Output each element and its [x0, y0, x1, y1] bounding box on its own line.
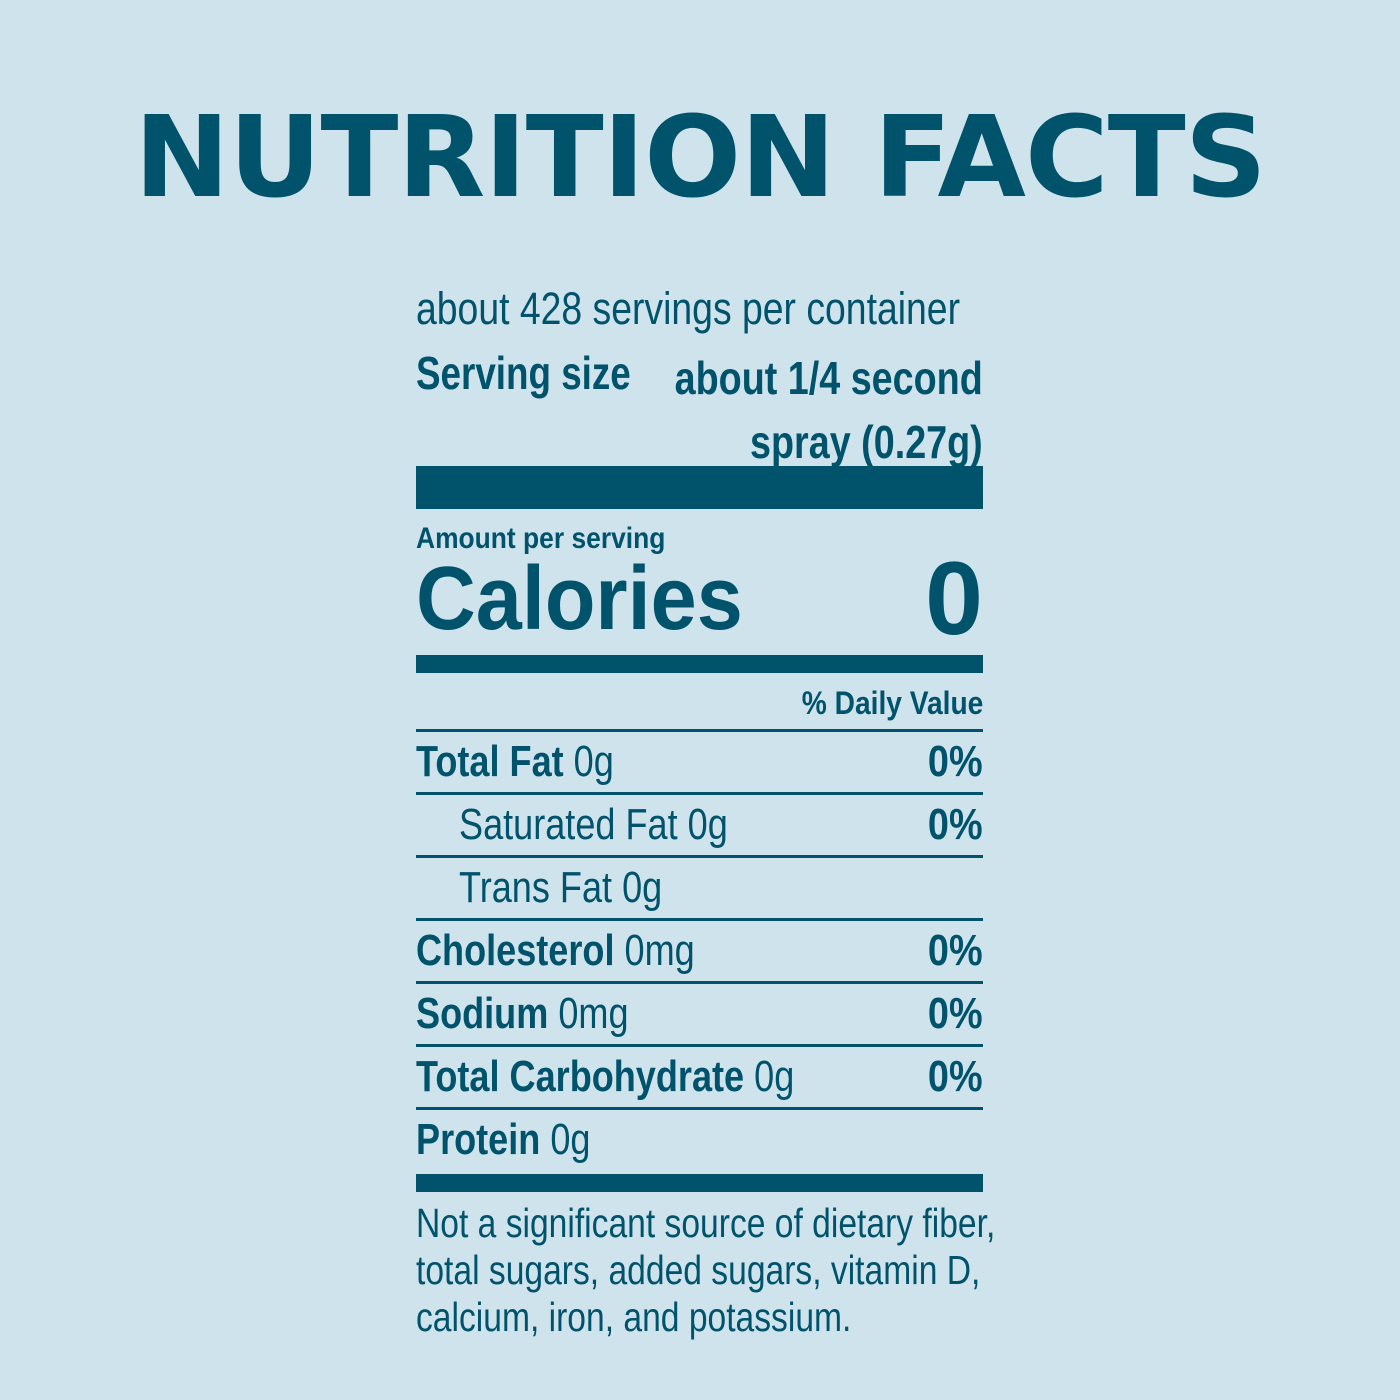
nutrient-amount: 0g — [622, 863, 663, 912]
nutrient-dv: 0% — [928, 800, 983, 849]
serving-size-value: about 1/4 second spray (0.27g) — [674, 352, 983, 468]
medium-divider — [416, 655, 983, 673]
nutrient-amount: 0mg — [558, 989, 629, 1038]
nutrient-amount: 0g — [754, 1052, 795, 1101]
nutrient-amount: 0mg — [624, 926, 695, 975]
nutrient-dv: 0% — [928, 737, 983, 786]
thick-divider — [416, 466, 983, 509]
nutrient-name: Protein — [416, 1115, 541, 1164]
nutrient-row-total-fat: Total Fat 0g 0% — [416, 732, 983, 795]
nutrient-row-total-carbohydrate: Total Carbohydrate 0g 0% — [416, 1047, 983, 1110]
nutrient-amount: 0g — [550, 1115, 591, 1164]
nutrient-dv: 0% — [928, 926, 983, 975]
nutrient-name: Sodium — [416, 989, 549, 1038]
nutrient-name: Trans Fat — [459, 863, 613, 912]
daily-value-header: % Daily Value — [416, 673, 983, 732]
page-title: NUTRITION FACTS — [134, 93, 1267, 223]
calories-row: Calories 0 — [416, 547, 983, 651]
nutrient-row-protein: Protein 0g — [416, 1110, 983, 1170]
amount-per-serving: Amount per serving — [416, 522, 666, 555]
nutrient-amount: 0g — [687, 800, 728, 849]
footnote-line: calcium, iron, and potassium. — [416, 1294, 852, 1340]
nutrient-row-cholesterol: Cholesterol 0mg 0% — [416, 921, 983, 984]
footnote-line: total sugars, added sugars, vitamin D, — [416, 1247, 981, 1293]
nutrition-facts-panel: about 428 servings per container Serving… — [416, 280, 995, 1341]
footnote: Not a significant source of dietary fibe… — [416, 1200, 996, 1341]
calories-value: 0 — [925, 541, 983, 657]
nutrient-name: Total Carbohydrate — [416, 1052, 745, 1101]
servings-per-container: about 428 servings per container — [416, 283, 961, 334]
serving-size-row: Serving size about 1/4 second spray (0.2… — [416, 338, 983, 468]
serving-size-label: Serving size — [416, 347, 631, 399]
nutrient-row-sodium: Sodium 0mg 0% — [416, 984, 983, 1047]
footnote-line: Not a significant source of dietary fibe… — [416, 1200, 996, 1246]
nutrient-amount: 0g — [573, 737, 614, 786]
nutrient-name: Total Fat — [416, 737, 564, 786]
bottom-divider — [416, 1174, 983, 1192]
nutrient-name: Cholesterol — [416, 926, 615, 975]
calories-label: Calories — [416, 549, 743, 649]
nutrient-name: Saturated Fat — [459, 800, 678, 849]
nutrient-row-saturated-fat: Saturated Fat 0g 0% — [416, 795, 983, 858]
nutrient-dv: 0% — [928, 1052, 983, 1101]
nutrient-row-trans-fat: Trans Fat 0g — [416, 858, 983, 921]
nutrient-dv: 0% — [928, 989, 983, 1038]
